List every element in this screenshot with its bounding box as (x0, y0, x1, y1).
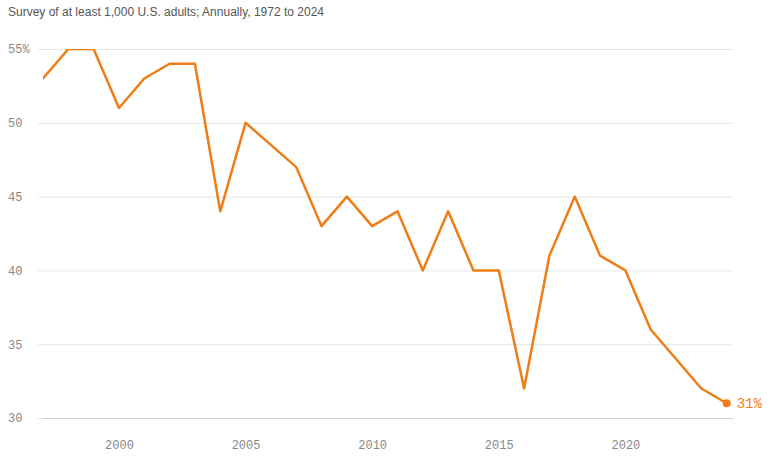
y-tick-label: 50 (8, 117, 22, 131)
y-tick: 55% (8, 43, 733, 57)
y-axis: 30 35 40 45 50 55% (8, 43, 733, 426)
grid-line (38, 270, 733, 271)
y-tick: 45 (8, 191, 733, 205)
x-axis-line (44, 418, 734, 419)
x-tick: 2015 (485, 418, 514, 453)
x-tick: 2020 (611, 418, 640, 453)
y-tick: 35 (8, 339, 733, 353)
data-line (43, 49, 727, 403)
y-tick-label: 30 (8, 412, 22, 426)
grid-line (38, 197, 733, 198)
grid-line (38, 123, 733, 124)
chart: Survey of at least 1,000 U.S. adults; An… (0, 0, 780, 460)
subtitle: Survey of at least 1,000 U.S. adults; An… (8, 5, 324, 19)
x-tick-label: 2010 (358, 439, 387, 453)
plot-area (43, 49, 731, 407)
x-tick-label: 2020 (611, 439, 640, 453)
y-tick-label: 45 (8, 191, 22, 205)
grid-line (38, 344, 733, 345)
y-tick-label: 40 (8, 265, 22, 279)
grid-line (38, 418, 733, 419)
y-tick: 30 (8, 412, 733, 426)
end-point (723, 399, 731, 407)
y-tick: 50 (8, 117, 733, 131)
x-tick-label: 2000 (105, 439, 134, 453)
end-label: 31% (737, 396, 763, 412)
y-tick: 40 (8, 265, 733, 279)
x-tick: 2000 (105, 418, 134, 453)
y-tick-label: 55% (8, 43, 30, 57)
x-tick-label: 2015 (485, 439, 514, 453)
x-tick-label: 2005 (232, 439, 261, 453)
x-tick: 2005 (232, 418, 261, 453)
x-tick: 2010 (358, 418, 387, 453)
y-tick-label: 35 (8, 339, 22, 353)
grid-line (38, 49, 733, 50)
x-axis: 2000 2005 2010 2015 2020 (44, 418, 734, 453)
